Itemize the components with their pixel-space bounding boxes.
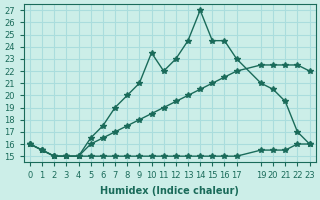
X-axis label: Humidex (Indice chaleur): Humidex (Indice chaleur) <box>100 186 239 196</box>
